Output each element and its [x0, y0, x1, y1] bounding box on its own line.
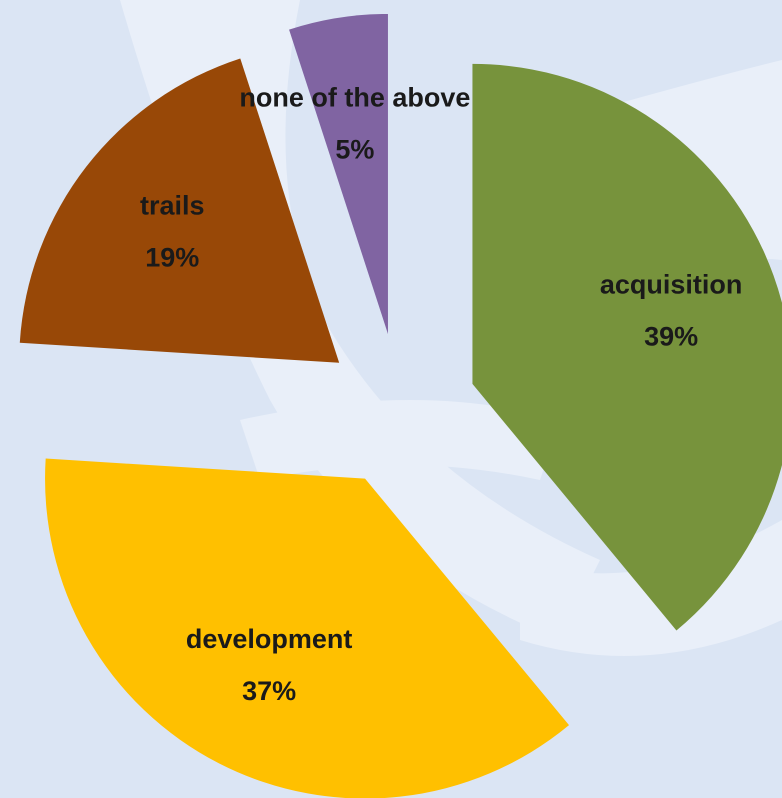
slice-value-label: 37% [242, 676, 296, 706]
slice-label: none of the above [239, 82, 470, 112]
labels: acquisition 39% development 37% trails 19% non… [140, 82, 742, 705]
slice-value-label: 39% [644, 322, 698, 352]
slice-value-label: 19% [145, 242, 199, 272]
pie [19, 13, 782, 798]
slice-label: acquisition [600, 270, 743, 300]
pie-slice [19, 58, 340, 363]
pie-slice [45, 458, 570, 798]
pie-slice [289, 13, 388, 334]
pie-slice [472, 63, 782, 631]
slice-value-label: 5% [335, 134, 374, 164]
slice-label: trails [140, 190, 205, 220]
slice-label: development [186, 624, 353, 654]
